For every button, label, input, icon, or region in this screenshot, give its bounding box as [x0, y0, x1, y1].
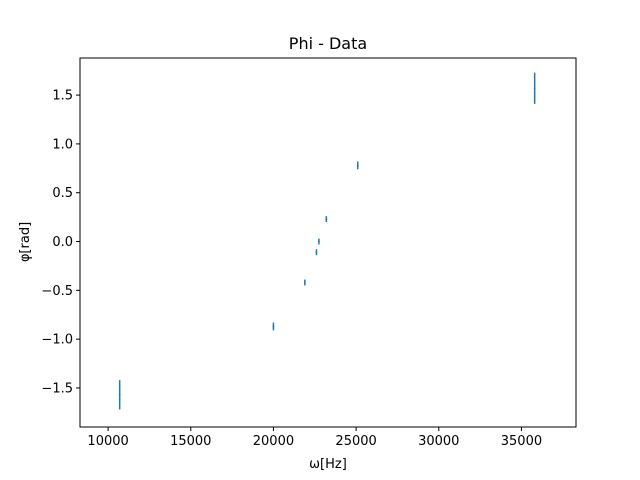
data-point [356, 164, 359, 167]
data-marks [118, 72, 536, 410]
data-point [272, 325, 275, 328]
y-axis-ticks: −1.5 −1.0 −0.5 0.0 0.5 1.0 1.5 [41, 89, 80, 396]
y-tick-label: 0.0 [52, 235, 73, 250]
y-tick-label: −1.0 [41, 333, 73, 348]
y-tick-label: −0.5 [41, 284, 73, 299]
plot-frame [79, 57, 577, 428]
data-point [533, 87, 536, 90]
data-point [318, 240, 320, 243]
y-tick-label: 0.5 [52, 186, 73, 201]
y-tick-label: 1.5 [52, 89, 73, 104]
x-tick-label: 10000 [87, 434, 128, 449]
x-tick-label: 20000 [253, 434, 294, 449]
y-tick-label: −1.5 [41, 381, 73, 396]
y-tick-label: 1.0 [52, 137, 73, 152]
data-point [303, 281, 306, 284]
x-tick-label: 30000 [418, 434, 459, 449]
y-axis-label: φ[rad] [18, 222, 33, 262]
x-tick-label: 15000 [170, 434, 211, 449]
chart-title: Phi - Data [289, 34, 367, 53]
x-axis-label: ω[Hz] [309, 457, 347, 472]
x-tick-label: 25000 [335, 434, 376, 449]
data-point [325, 218, 328, 220]
data-point [118, 393, 121, 396]
data-point [315, 251, 318, 254]
x-tick-label: 35000 [501, 434, 542, 449]
x-axis-ticks: 10000 15000 20000 25000 30000 35000 [87, 427, 542, 449]
